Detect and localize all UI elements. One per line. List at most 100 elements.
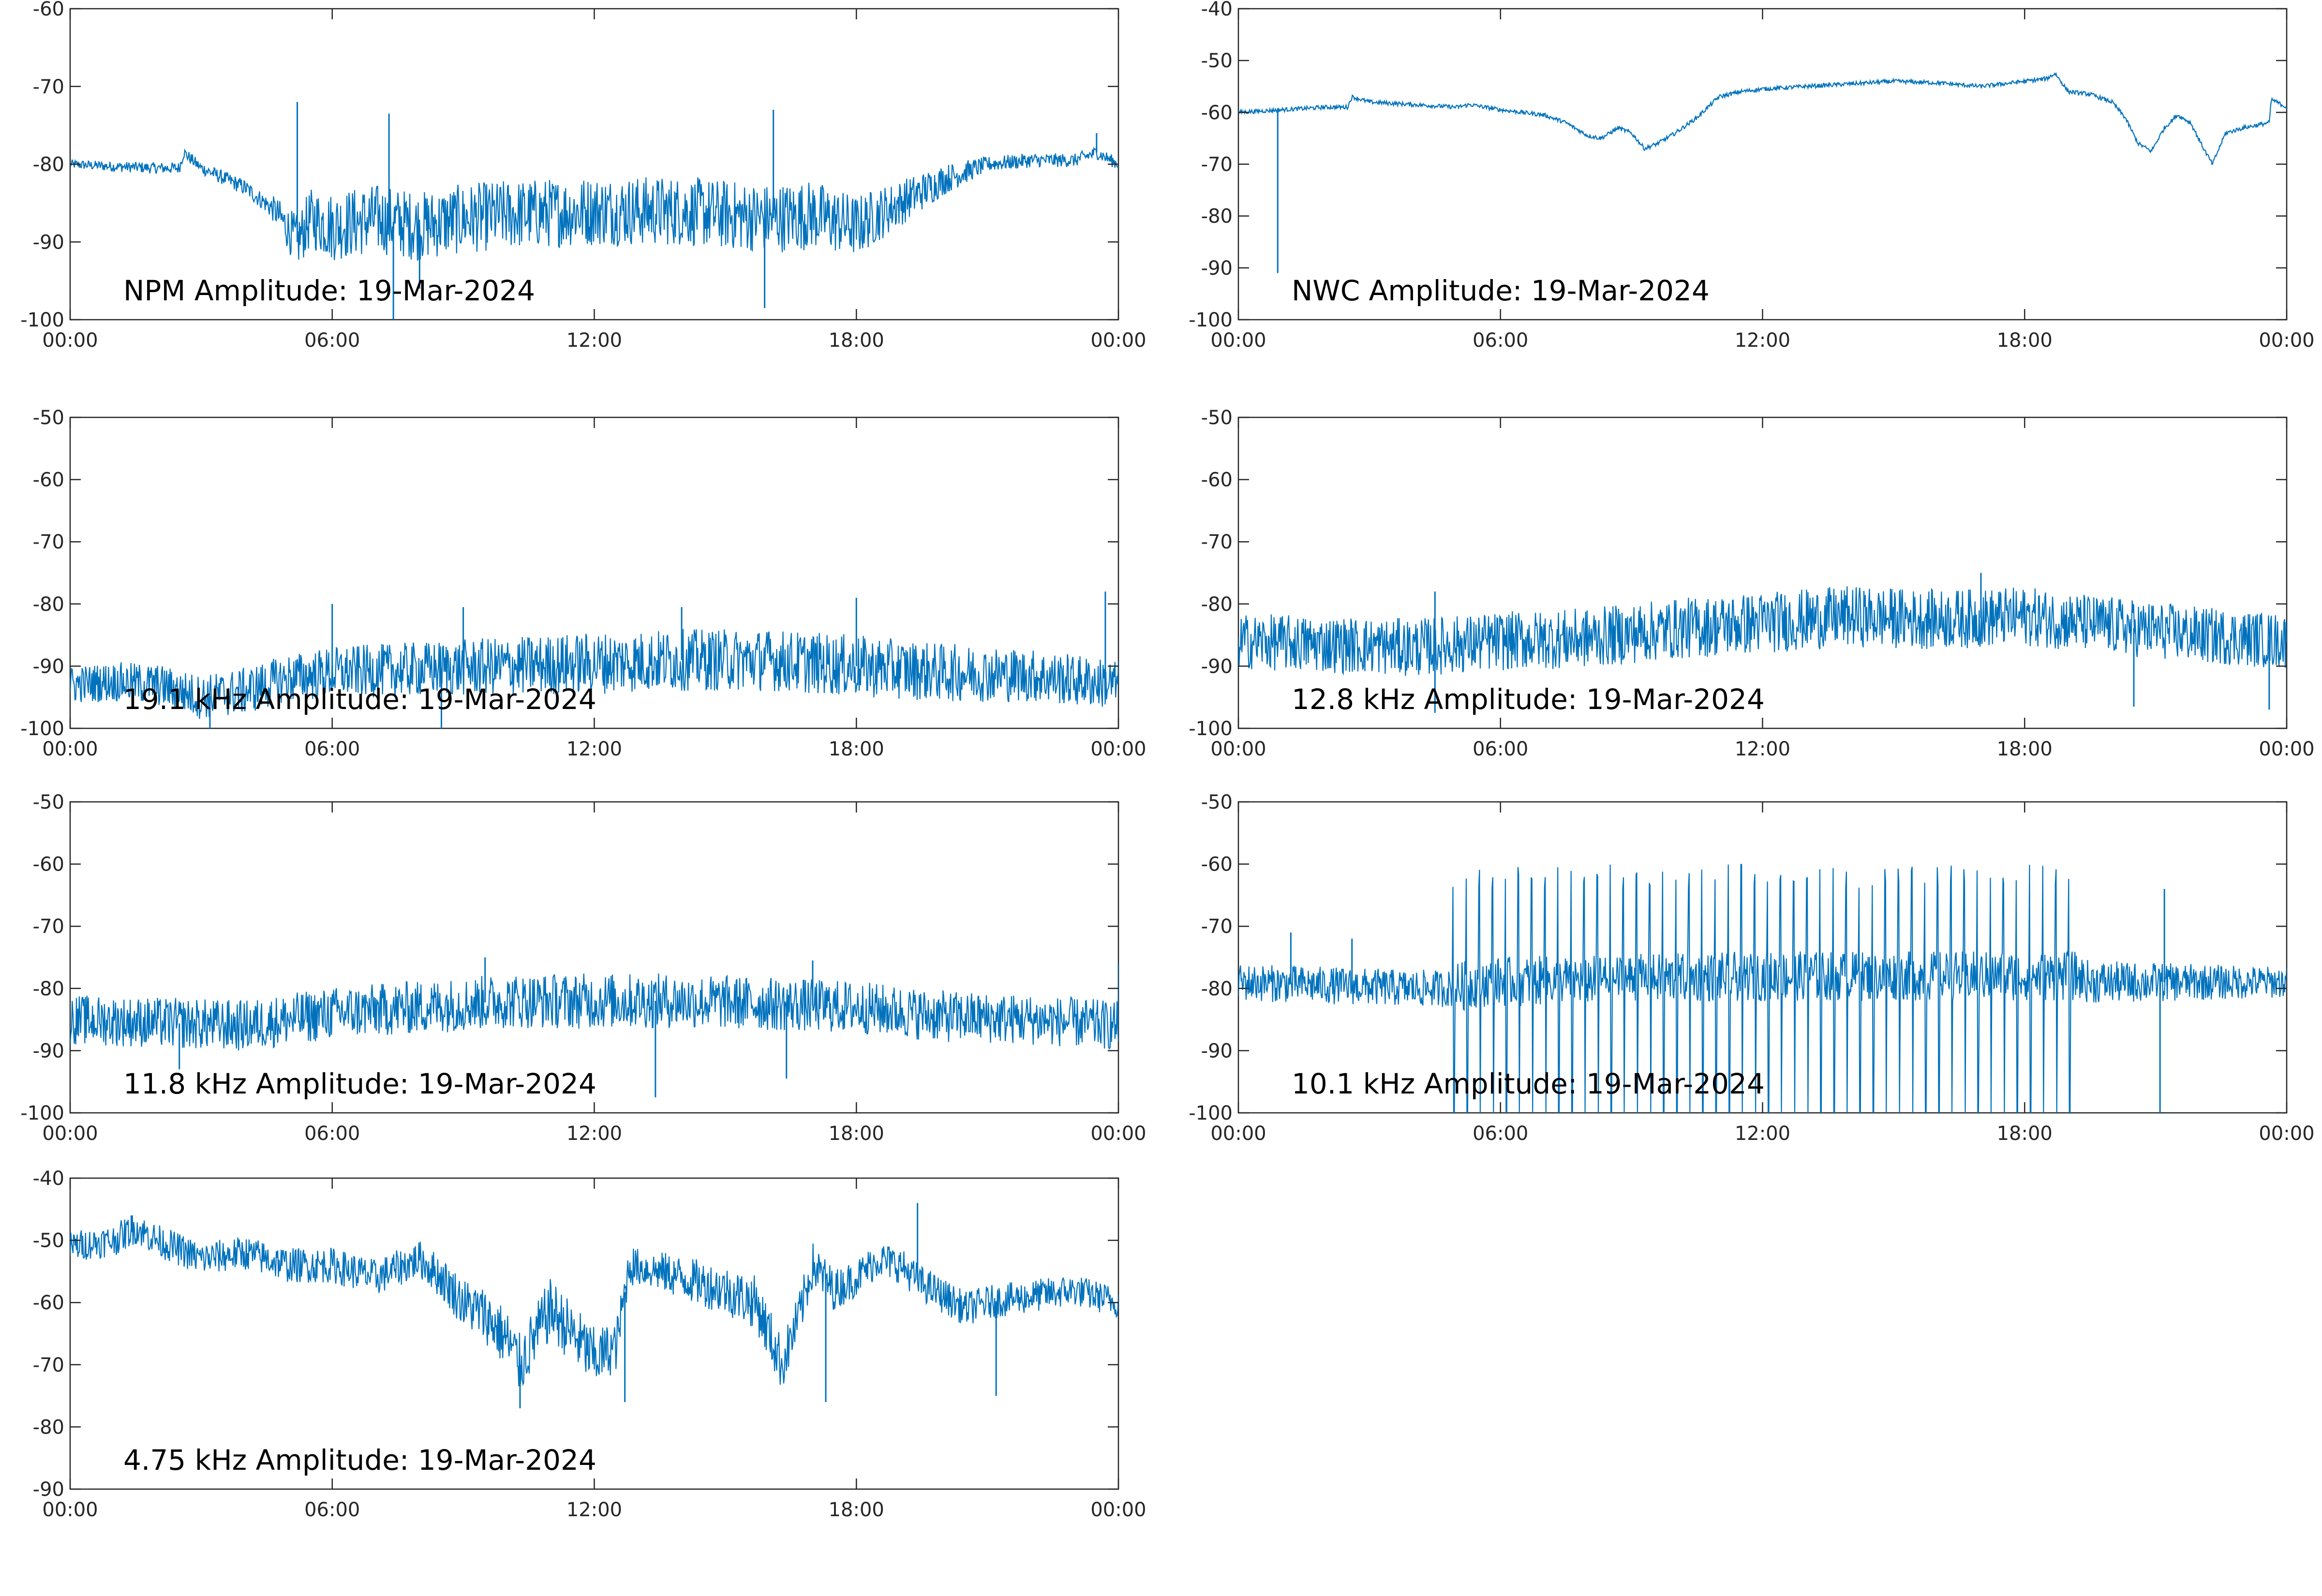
y-tick-label: -40 [1201,0,1233,20]
x-tick-label: 06:00 [304,738,360,760]
chart-panel-2: -100 -90 -80 -70 -60 -50 -40 00:00 06:00 12:00 18:… [1189,0,2314,352]
chart-panel-1: -100 -90 -80 -70 -60 00:00 06:00 12:00 18:00 00:0… [20,0,1146,352]
spike-group [179,957,1118,1097]
y-tick-label: -90 [33,1040,64,1062]
y-tick-label: -50 [33,1230,64,1252]
series-line [70,973,1118,1050]
axes-frame [69,801,1119,1114]
x-tick-label: 18:00 [829,1499,884,1521]
x-tick-label: 00:00 [2259,738,2314,760]
x-tick-label: 12:00 [566,329,622,352]
x-tick-label: 00:00 [42,329,98,352]
y-tick-label: -70 [33,76,64,98]
x-tick-label: 12:00 [1735,738,1790,760]
y-tick-label: -90 [33,1478,64,1501]
x-tick-label: 12:00 [566,738,622,760]
x-tick-label: 00:00 [42,738,98,760]
y-tick-label: -60 [33,854,64,876]
chart-title: 4.75 kHz Amplitude: 19-Mar-2024 [123,1444,596,1477]
y-tick-label: -60 [33,0,64,20]
axes-frame [1237,801,2288,1114]
chart-title: NWC Amplitude: 19-Mar-2024 [1292,274,1710,307]
chart-title: NPM Amplitude: 19-Mar-2024 [123,274,535,307]
y-tick-label: -80 [1201,206,1233,228]
y-tick-label: -80 [33,593,64,616]
x-tick-label: 06:00 [1473,738,1528,760]
y-tick-label: -70 [1201,154,1233,176]
y-tick-label: -60 [1201,469,1233,491]
x-tick-label: 06:00 [1473,1123,1528,1145]
x-tick-label: 18:00 [829,738,884,760]
y-tick-label: -100 [1189,718,1233,740]
x-tick-label: 18:00 [829,329,884,352]
y-tick-label: -50 [1201,407,1233,429]
x-tick-label: 06:00 [304,329,360,352]
spike-group [297,102,1098,320]
y-tick-label: -50 [33,407,64,429]
chart-title: 19.1 kHz Amplitude: 19-Mar-2024 [123,683,596,716]
chart-title: 11.8 kHz Amplitude: 19-Mar-2024 [123,1067,596,1100]
chart-title: 10.1 kHz Amplitude: 19-Mar-2024 [1292,1067,1765,1100]
y-tick-label: -90 [1201,655,1233,678]
y-tick-label: -100 [20,1102,64,1124]
x-tick-label: 12:00 [1735,329,1790,352]
y-tick-label: -90 [1201,1040,1233,1062]
y-tick-label: -80 [33,154,64,176]
x-tick-label: 00:00 [42,1123,98,1145]
axes-frame [69,416,1119,729]
spike-group [1290,889,2165,1113]
x-tick-label: 00:00 [1210,1123,1266,1145]
x-tick-label: 12:00 [566,1123,622,1145]
chart-panel-7: -90 -80 -70 -60 -50 -40 00:00 06:00 12:00 18:00 00… [33,1167,1146,1521]
x-tick-label: 12:00 [566,1499,622,1521]
axes-frame [1237,8,2288,321]
y-tick-label: -80 [33,978,64,1000]
chart-panel-5: -100 -90 -80 -70 -60 -50 00:00 06:00 12:00 18:00 0… [20,791,1146,1145]
x-tick-label: 00:00 [1210,738,1266,760]
series-line [1238,586,2287,676]
x-tick-label: 18:00 [1997,1123,2053,1145]
y-tick-label: -90 [33,655,64,678]
y-tick-label: -40 [33,1167,64,1190]
y-tick-label: -70 [1201,531,1233,553]
y-tick-label: -90 [33,231,64,253]
x-tick-label: 18:00 [1997,329,2053,352]
y-tick-label: -50 [33,791,64,813]
y-tick-label: -70 [33,531,64,553]
y-tick-label: -90 [1201,257,1233,280]
y-tick-label: -80 [33,1416,64,1438]
chart-panel-3: -100 -90 -80 -70 -60 -50 00:00 06:00 12:00 18:00 0… [20,407,1146,760]
axes-frame [1237,416,2288,729]
x-tick-label: 18:00 [829,1123,884,1145]
series-line [1238,72,2287,165]
x-tick-label: 00:00 [2259,329,2314,352]
x-tick-label: 00:00 [2259,1123,2314,1145]
spike-group [1434,573,2270,713]
x-tick-label: 18:00 [1997,738,2053,760]
y-tick-label: -100 [20,718,64,740]
x-tick-label: 00:00 [42,1499,98,1521]
x-tick-label: 00:00 [1090,738,1146,760]
x-tick-label: 00:00 [1090,1499,1146,1521]
chart-panel-4: -100 -90 -80 -70 -60 -50 00:00 06:00 12:00 18:00 0… [1189,407,2314,760]
y-tick-label: -50 [1201,50,1233,72]
series-line [70,629,1118,719]
spike-group [130,1203,997,1408]
y-tick-label: -60 [33,469,64,491]
x-tick-label: 06:00 [304,1123,360,1145]
y-tick-label: -70 [33,1354,64,1376]
y-tick-label: -60 [1201,854,1233,876]
chart-title: 12.8 kHz Amplitude: 19-Mar-2024 [1292,683,1765,716]
x-tick-label: 06:00 [1473,329,1528,352]
series-line [70,1215,1118,1387]
axes-frame [69,8,1119,321]
x-tick-label: 12:00 [1735,1123,1790,1145]
y-tick-label: -100 [1189,309,1233,331]
y-tick-label: -80 [1201,593,1233,616]
y-tick-label: -50 [1201,791,1233,813]
y-tick-label: -70 [1201,916,1233,938]
x-tick-label: 00:00 [1090,1123,1146,1145]
x-tick-label: 00:00 [1090,329,1146,352]
y-tick-label: -80 [1201,978,1233,1000]
